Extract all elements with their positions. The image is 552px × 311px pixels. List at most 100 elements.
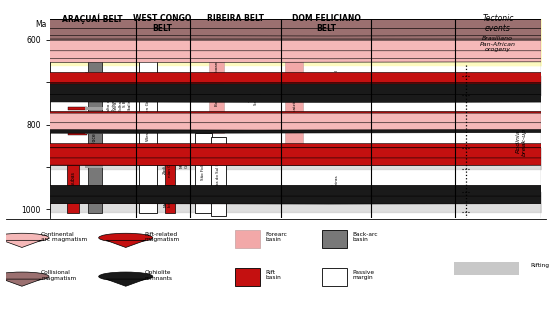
Polygon shape — [2, 240, 41, 248]
Text: Tectonic
events: Tectonic events — [482, 14, 514, 33]
Text: Mayum-
bian Gr.: Mayum- bian Gr. — [163, 191, 172, 207]
Bar — [454, 262, 519, 275]
Ellipse shape — [0, 39, 552, 49]
Bar — [85, 107, 103, 110]
Bar — [235, 268, 259, 286]
Bar — [88, 31, 102, 59]
Text: ?: ? — [67, 81, 72, 91]
Polygon shape — [106, 240, 145, 248]
Text: Ma: Ma — [35, 20, 47, 29]
Polygon shape — [0, 51, 552, 59]
Text: Buzios: Buzios — [232, 39, 236, 53]
Polygon shape — [0, 154, 552, 161]
Bar — [164, 185, 176, 213]
Text: 'Rio Negro Arc': 'Rio Negro Arc' — [244, 72, 248, 101]
Ellipse shape — [0, 22, 552, 33]
Bar — [68, 119, 87, 123]
Bar — [85, 58, 103, 60]
Polygon shape — [0, 122, 552, 129]
Text: Rio Doce Group: Rio Doce Group — [92, 118, 97, 154]
Text: São Gabriel: São Gabriel — [335, 70, 339, 94]
Bar — [139, 31, 157, 213]
Bar — [55, 22, 70, 47]
Text: Back-arc
basin: Back-arc basin — [353, 232, 378, 243]
Text: Ophiolite
remnants: Ophiolite remnants — [145, 270, 173, 281]
Text: WEST CONGO
BELT: WEST CONGO BELT — [134, 14, 192, 33]
Bar — [68, 107, 87, 110]
Ellipse shape — [99, 233, 153, 242]
Polygon shape — [0, 28, 552, 36]
Bar — [85, 93, 103, 96]
Polygon shape — [0, 158, 552, 165]
Ellipse shape — [0, 18, 552, 29]
Polygon shape — [0, 49, 552, 57]
Text: Collisional
magmatism: Collisional magmatism — [41, 270, 76, 281]
Text: Rodinia
break-up: Rodinia break-up — [516, 127, 527, 156]
Ellipse shape — [0, 40, 552, 50]
Text: Forearc
basin: Forearc basin — [265, 232, 287, 243]
Bar — [68, 131, 87, 135]
Text: Bom Jesus do Itaboana: Bom Jesus do Itaboana — [215, 59, 219, 106]
Ellipse shape — [0, 114, 552, 126]
Ellipse shape — [0, 111, 552, 122]
Bar — [228, 31, 240, 60]
Bar — [192, 29, 204, 48]
Ellipse shape — [99, 272, 153, 281]
Text: ARAÇUAÍ BELT: ARAÇUAÍ BELT — [62, 14, 123, 25]
Text: RIBEIRA BELT: RIBEIRA BELT — [206, 14, 264, 23]
Text: S Bahia
alkaline Prov.: S Bahia alkaline Prov. — [123, 86, 131, 113]
Bar — [211, 137, 226, 216]
Text: Rift-related
magmatism: Rift-related magmatism — [145, 232, 180, 243]
Text: Ibaré: Ibaré — [347, 77, 352, 87]
Polygon shape — [0, 158, 552, 165]
Ellipse shape — [0, 185, 552, 197]
Text: Mativa
Granite: Mativa Granite — [180, 153, 188, 168]
Text: Macaubas: Macaubas — [71, 171, 76, 193]
Ellipse shape — [0, 84, 552, 95]
Text: Continental
arc magmatism: Continental arc magmatism — [41, 232, 87, 243]
Text: Zadi-
nian Gr.: Zadi- nian Gr. — [163, 161, 172, 177]
Text: Rifting: Rifting — [530, 263, 549, 268]
Text: Brasiliano
Pan-African
orogeny: Brasiliano Pan-African orogeny — [480, 36, 516, 52]
Polygon shape — [0, 49, 552, 56]
Bar — [88, 59, 102, 213]
Polygon shape — [106, 279, 145, 286]
Ellipse shape — [0, 72, 552, 83]
Bar — [85, 120, 103, 123]
Polygon shape — [0, 196, 552, 204]
Text: DOM FELICIANO
BELT: DOM FELICIANO BELT — [291, 14, 360, 33]
Text: Cambaizinho: Cambaizinho — [293, 93, 296, 121]
Text: Paraíba do Sul basin: Paraíba do Sul basin — [216, 156, 220, 195]
Bar — [285, 60, 303, 154]
Text: Noqui
Granite: Noqui Granite — [182, 188, 190, 203]
Polygon shape — [0, 54, 552, 63]
Bar — [85, 72, 103, 75]
Polygon shape — [2, 279, 41, 286]
Text: Ribeira da
Folha: Ribeira da Folha — [114, 95, 123, 116]
Polygon shape — [0, 82, 552, 90]
Polygon shape — [0, 33, 552, 40]
Polygon shape — [0, 123, 552, 130]
Ellipse shape — [0, 144, 552, 154]
Text: Rift
basin: Rift basin — [265, 270, 281, 280]
Text: Camaquã: Camaquã — [292, 30, 297, 52]
Bar — [322, 230, 347, 248]
Bar — [322, 268, 347, 286]
Ellipse shape — [0, 26, 552, 36]
Bar — [85, 132, 103, 134]
Text: NVC: NVC — [92, 40, 97, 50]
Text: São Fidélis: São Fidélis — [201, 158, 205, 180]
Ellipse shape — [0, 272, 49, 281]
Bar — [195, 133, 212, 213]
Text: Salto da
Divisa: Salto da Divisa — [107, 97, 115, 114]
Bar — [164, 154, 176, 185]
Polygon shape — [0, 95, 552, 102]
Polygon shape — [0, 125, 552, 133]
Ellipse shape — [0, 233, 49, 242]
Text: Cerro
Mantiqueiras: Cerro Mantiqueiras — [330, 175, 339, 201]
Bar — [209, 31, 224, 133]
Text: "Socorro and
Serra da Bolivia
arcs": "Socorro and Serra da Bolivia arcs" — [250, 76, 263, 105]
Text: West-Congolian Gr.: West-Congolian Gr. — [146, 100, 150, 141]
Polygon shape — [0, 36, 552, 44]
Bar — [235, 230, 259, 248]
